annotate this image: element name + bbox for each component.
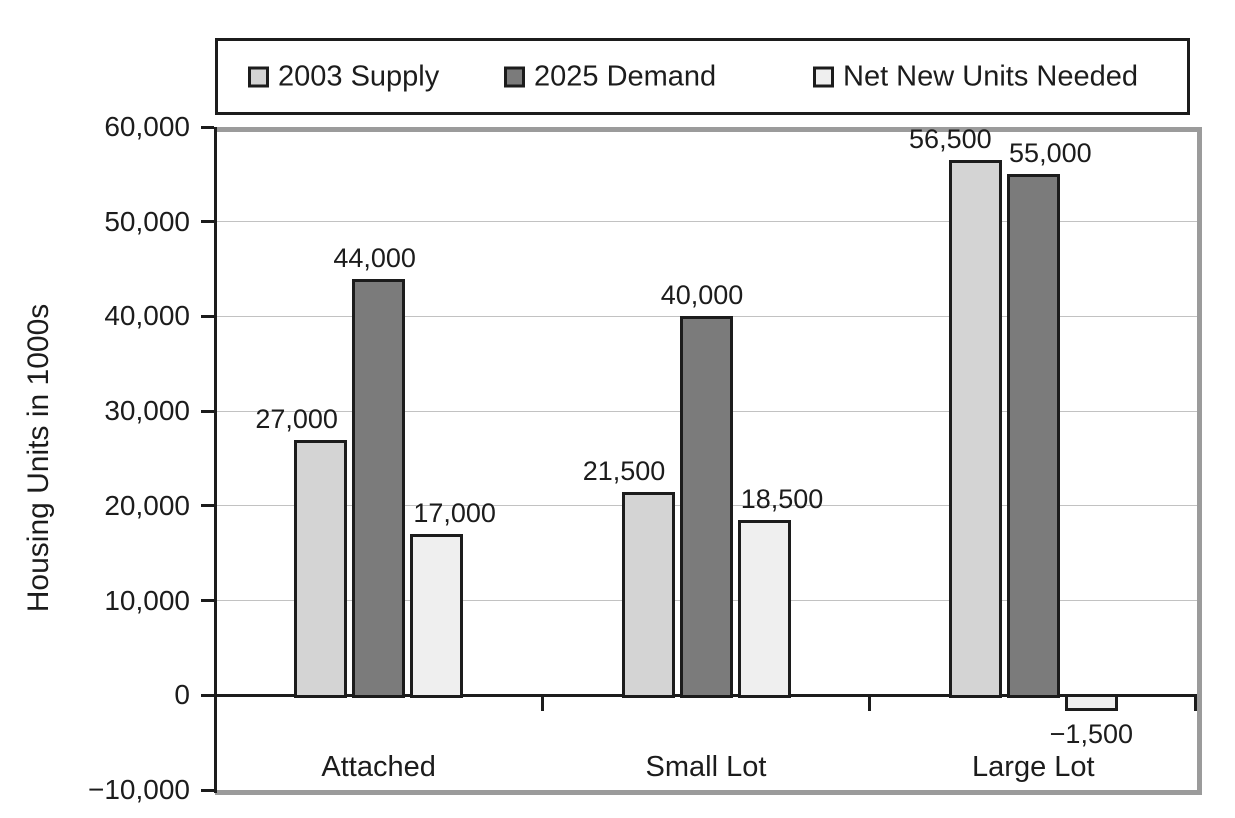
y-tick-label: 60,000 <box>104 111 190 142</box>
category-label: Attached <box>321 751 436 783</box>
y-tick <box>201 409 214 413</box>
bar <box>1064 694 1118 712</box>
y-axis-line <box>214 127 217 793</box>
data-label: 17,000 <box>413 498 496 529</box>
data-label: 55,000 <box>1009 138 1092 169</box>
y-tick <box>201 599 214 603</box>
x-tick <box>540 695 544 712</box>
data-label: 27,000 <box>255 403 338 434</box>
data-label: 44,000 <box>333 242 416 273</box>
bar <box>352 278 406 699</box>
bar <box>621 491 675 699</box>
legend: 2003 Supply 2025 Demand Net New Units Need… <box>215 38 1190 115</box>
y-tick-label: 20,000 <box>104 489 190 521</box>
plot-frame <box>215 127 1202 795</box>
legend-swatch-icon <box>248 66 269 87</box>
y-tick-label: 0 <box>174 679 190 711</box>
legend-swatch-icon <box>813 66 834 87</box>
legend-label: 2003 Supply <box>278 60 440 92</box>
data-label: 56,500 <box>909 124 992 155</box>
y-axis-title: Housing Units in 1000s <box>22 303 55 613</box>
data-label: 18,500 <box>740 484 824 515</box>
legend-item: 2025 Demand <box>504 62 716 91</box>
bar <box>294 439 348 699</box>
x-tick <box>868 695 872 712</box>
y-tick <box>201 693 214 697</box>
data-label: −1,500 <box>1049 719 1133 750</box>
legend-item: 2003 Supply <box>248 62 439 91</box>
bar <box>679 316 733 699</box>
bar <box>1006 174 1060 699</box>
y-tick-label: 50,000 <box>104 205 190 237</box>
y-tick-label: 10,000 <box>104 584 190 616</box>
bar <box>948 160 1002 699</box>
gridline <box>215 221 1197 223</box>
legend-label: Net New Units Needed <box>843 60 1138 92</box>
x-tick <box>1193 695 1197 712</box>
bar <box>410 534 464 699</box>
y-tick <box>201 504 214 508</box>
y-tick-label: 40,000 <box>104 300 190 332</box>
legend-label: 2025 Demand <box>534 60 717 92</box>
legend-item: Net New Units Needed <box>813 62 1138 91</box>
y-tick-label: 30,000 <box>104 395 190 427</box>
y-tick <box>201 314 214 318</box>
category-label: Small Lot <box>645 751 767 783</box>
y-tick <box>201 125 214 129</box>
data-label: 21,500 <box>582 455 666 486</box>
legend-swatch-icon <box>504 66 525 87</box>
category-label: Large Lot <box>972 751 1095 783</box>
data-label: 40,000 <box>660 280 744 311</box>
y-tick-label: −10,000 <box>88 774 190 805</box>
y-tick <box>201 788 214 792</box>
bar <box>737 520 791 699</box>
y-tick <box>201 220 214 224</box>
